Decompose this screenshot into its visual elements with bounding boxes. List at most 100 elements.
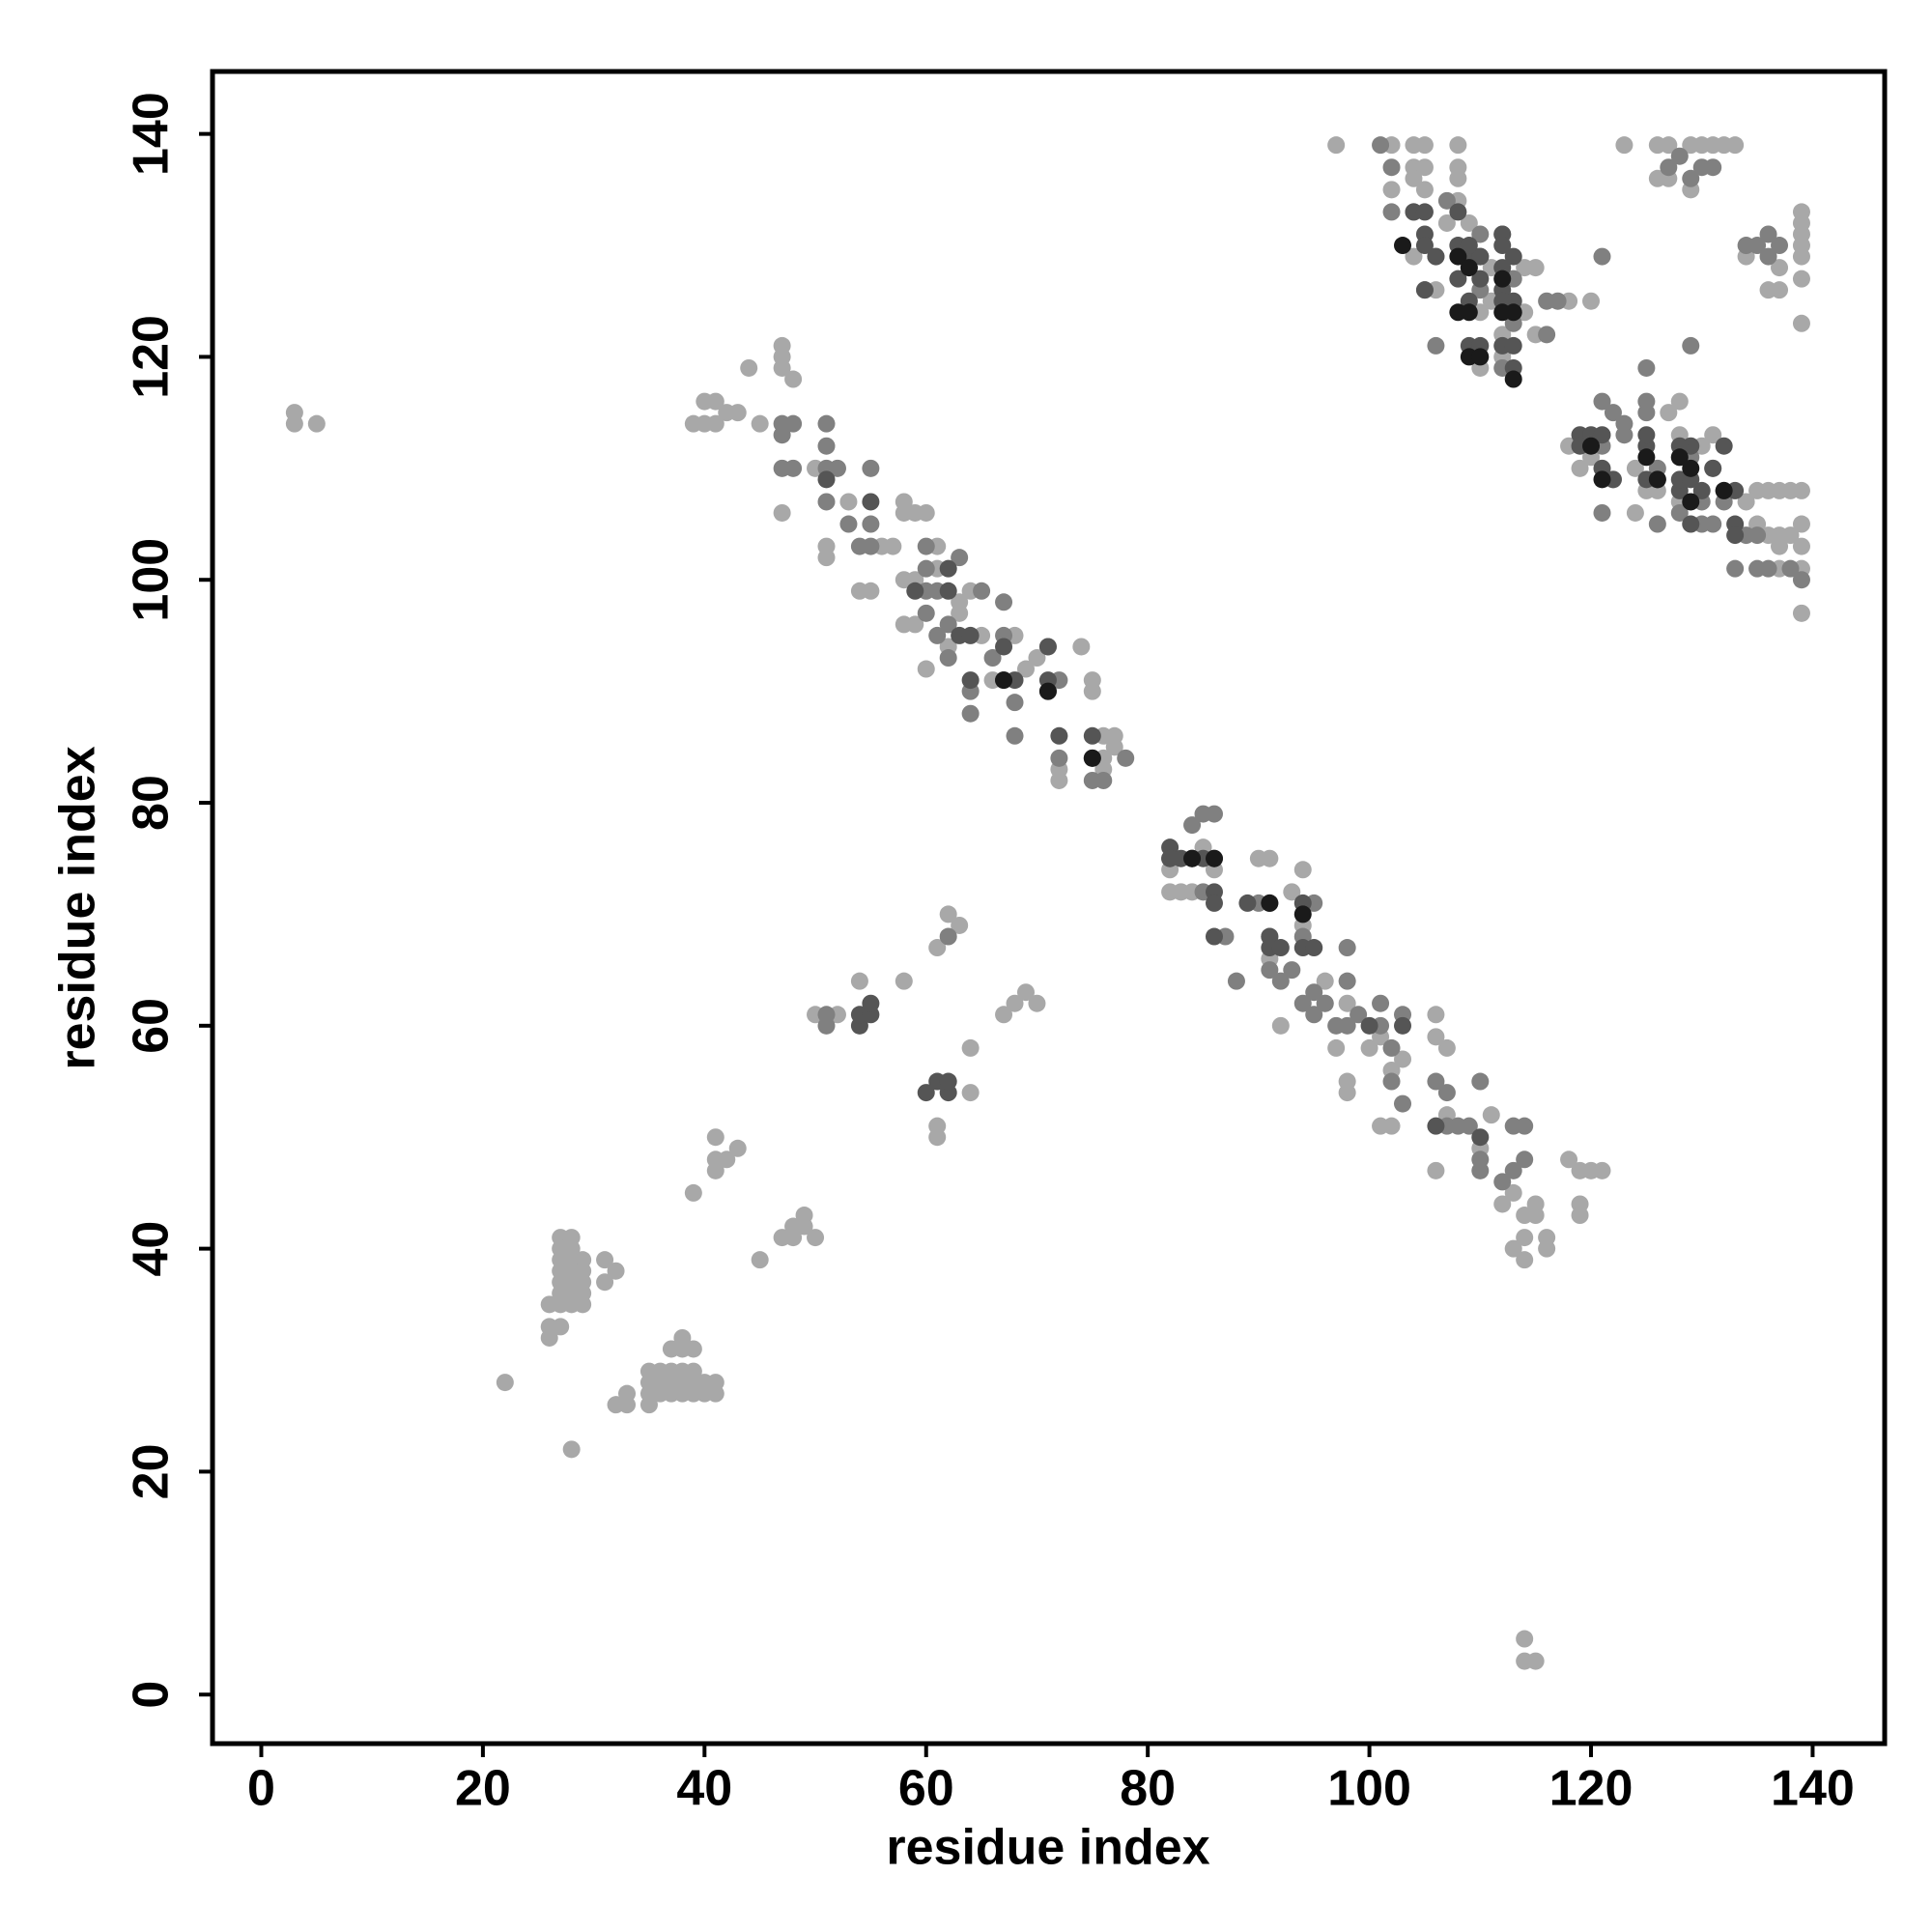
contact-point [1449,247,1467,266]
contact-point [862,493,880,511]
contact-point [939,559,957,578]
contact-point [1548,292,1567,310]
contact-point [850,972,868,990]
contact-point [1316,972,1334,990]
contact-point [1593,247,1611,266]
contact-point [1038,638,1057,656]
contact-point [1460,237,1478,255]
contact-point [1338,1084,1356,1102]
contact-point [1271,939,1290,957]
contact-point [1372,994,1390,1012]
contact-point [1094,771,1113,789]
contact-point [1516,1151,1534,1169]
contact-point [1083,749,1101,767]
contact-point [1305,1006,1323,1024]
contact-point [1293,861,1312,879]
contact-point [817,414,836,433]
contact-point [884,537,902,555]
contact-point [862,515,880,533]
contact-point [1261,849,1279,867]
contact-point [1593,1161,1611,1179]
contact-point [1726,136,1745,155]
contact-point [1006,726,1024,745]
contact-point [596,1273,614,1292]
contact-point [817,470,836,489]
contact-point [1437,191,1456,210]
contact-point [1593,426,1611,444]
contact-point [1028,649,1046,668]
contact-point [1405,169,1423,187]
contact-point [973,582,991,600]
y-tick-label: 0 [124,1681,180,1709]
contact-point [1571,459,1589,477]
contact-point [828,459,846,477]
contact-point [1715,481,1733,499]
contact-point [496,1374,514,1392]
contact-point [751,1251,769,1269]
contact-point [1261,894,1279,912]
contact-point [1670,147,1689,165]
contact-point [1504,370,1522,388]
contact-point [773,358,791,377]
contact-point [1415,237,1434,255]
contact-point [862,459,880,477]
contact-point [928,939,947,957]
contact-point [1293,994,1312,1012]
contact-point [1471,270,1490,288]
y-tick-label: 120 [124,315,180,399]
contact-point [1460,303,1478,322]
contact-point [1449,203,1467,221]
contact-point [1471,1072,1490,1091]
contact-point [1748,481,1767,499]
contact-point [1205,927,1223,946]
contact-point [1792,515,1810,533]
contact-point [939,905,957,923]
y-axis-label: residue index [50,746,106,1069]
contact-point [1205,805,1223,823]
contact-point [1028,994,1046,1012]
contact-point [951,916,969,934]
contact-point [817,437,836,455]
contact-point [1271,1016,1290,1035]
contact-point [817,1006,836,1024]
contact-point [839,515,858,533]
contact-point [1460,213,1478,232]
contact-point [1670,448,1689,467]
contact-point [706,1128,724,1147]
contact-point [1704,459,1722,477]
contact-point [961,704,980,723]
contact-point [917,559,935,578]
contact-point [1050,749,1068,767]
contact-point [1293,905,1312,923]
contact-point [1781,559,1800,578]
contact-point [607,1262,625,1280]
contact-point [1704,158,1722,177]
contact-point [1372,136,1390,155]
contact-point [1427,247,1445,266]
contact-point [1682,493,1700,511]
contact-point [784,370,803,388]
contact-point [1437,1038,1456,1057]
contact-point [1737,493,1755,511]
contact-point [817,549,836,567]
contact-point [1382,203,1401,221]
contact-point [1771,537,1789,555]
contact-point [1493,270,1512,288]
contact-point [983,649,1002,668]
contact-point [995,1006,1013,1024]
contact-point [1493,1195,1512,1213]
contact-point [1205,849,1223,867]
contact-point [895,972,913,990]
y-tick-label: 20 [124,1444,180,1500]
contact-point [1205,894,1223,912]
contact-point [1437,213,1456,232]
contact-point [1427,1028,1445,1046]
contact-point [1781,526,1800,545]
contact-point [862,994,880,1012]
contact-point [1415,281,1434,299]
contact-point [1427,1161,1445,1179]
contact-point [1382,1072,1401,1091]
contact-point [1327,1038,1346,1057]
contact-point [1792,537,1810,555]
contact-point [1759,247,1777,266]
